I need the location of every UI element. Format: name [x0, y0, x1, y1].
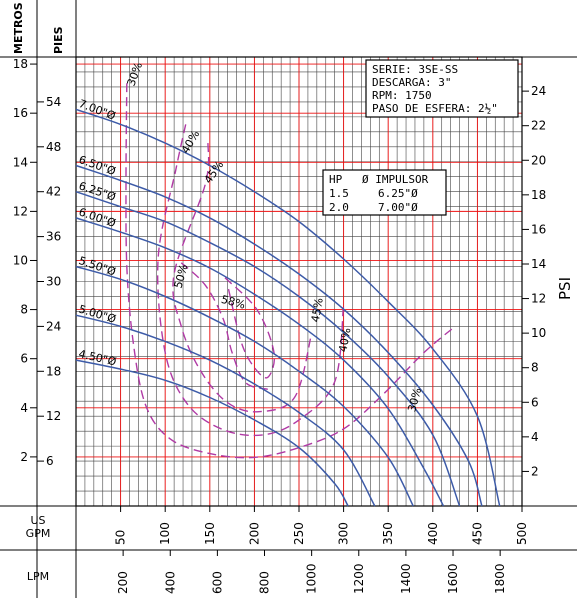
pies-tick-label: 42 [46, 185, 61, 199]
metros-tick-label: 2 [20, 450, 28, 464]
pies-tick-label: 18 [46, 364, 61, 378]
psi-tick-label: 8 [531, 361, 539, 375]
lpm-tick-label: 1400 [399, 563, 413, 594]
pies-tick-label: 48 [46, 140, 61, 154]
efficiency-curve [180, 262, 269, 390]
impeller-row-1-diameter: 6.25"Ø [378, 187, 418, 200]
psi-tick-label: 4 [531, 430, 539, 444]
impeller-header-impulsor: Ø IMPULSOR [362, 173, 429, 186]
metros-tick-label: 12 [13, 204, 28, 218]
pies-tick-label: 6 [46, 454, 54, 468]
impeller-curve [75, 164, 483, 507]
lpm-tick-label: 1800 [493, 563, 507, 594]
lpm-tick-label: 1600 [446, 563, 460, 594]
efficiency-label: 40% [336, 327, 353, 353]
info-box: SERIE: 3SE-SS DESCARGA: 3" RPM: 1750 PAS… [365, 59, 519, 118]
efficiency-label: 30% [125, 61, 146, 88]
pies-axis-title: PIES [52, 26, 65, 54]
metros-tick-label: 10 [13, 253, 28, 267]
pies-tick-label: 36 [46, 230, 61, 244]
gpm-tick-label: 400 [426, 522, 440, 545]
pies-tick-label: 54 [46, 95, 61, 109]
impeller-row-2-hp: 2.0 [329, 201, 349, 214]
lpm-tick-label: 1000 [305, 563, 319, 594]
impeller-table: HP Ø IMPULSOR 1.5 6.25"Ø 2.0 7.00"Ø [322, 169, 447, 216]
axis-ticks: 2468101214161861218243036424854246810121… [13, 57, 547, 594]
impeller-curve [75, 190, 461, 507]
lpm-tick-label: 200 [116, 571, 130, 594]
gpm-axis-title-line2: GPM [26, 527, 51, 540]
impeller-header-hp: HP [329, 173, 343, 186]
gpm-tick-label: 500 [515, 522, 529, 545]
psi-tick-label: 18 [531, 188, 546, 202]
efficiency-curve [125, 83, 456, 459]
psi-tick-label: 24 [531, 84, 546, 98]
efficiency-curve [224, 277, 276, 379]
metros-tick-label: 4 [20, 401, 28, 415]
impeller-row-1-hp: 1.5 [329, 187, 349, 200]
efficiency-label: 58% [220, 293, 247, 312]
info-serie: SERIE: 3SE-SS [372, 63, 458, 76]
impeller-curve [75, 359, 349, 507]
psi-tick-label: 12 [531, 292, 546, 306]
efficiency-curve [156, 124, 345, 437]
pies-tick-label: 12 [46, 409, 61, 423]
lpm-axis-title: LPM [27, 570, 49, 583]
psi-tick-label: 22 [531, 119, 546, 133]
gpm-tick-label: 450 [470, 522, 484, 545]
gpm-tick-label: 350 [381, 522, 395, 545]
metros-tick-label: 18 [13, 57, 28, 71]
psi-axis-title: PSI [556, 277, 574, 300]
efficiency-label: 40% [179, 128, 202, 156]
gpm-tick-label: 300 [337, 522, 351, 545]
gpm-tick-label: 150 [203, 522, 217, 545]
metros-tick-label: 16 [13, 106, 28, 120]
psi-tick-label: 14 [531, 257, 546, 271]
lpm-tick-label: 800 [258, 571, 272, 594]
metros-axis-title: METROS [12, 2, 25, 54]
efficiency-label: 50% [172, 263, 191, 290]
lpm-tick-label: 1200 [352, 563, 366, 594]
pies-tick-label: 24 [46, 319, 61, 333]
gpm-tick-label: 250 [292, 522, 306, 545]
psi-tick-label: 20 [531, 153, 546, 167]
psi-tick-label: 6 [531, 395, 539, 409]
info-descarga: DESCARGA: 3" [372, 76, 451, 89]
pies-tick-label: 30 [46, 275, 61, 289]
gpm-tick-label: 200 [247, 522, 261, 545]
metros-tick-label: 8 [20, 303, 28, 317]
gpm-axis-title-line1: US [30, 514, 45, 527]
metros-tick-label: 6 [20, 352, 28, 366]
lpm-tick-label: 600 [210, 571, 224, 594]
impeller-curve [75, 265, 414, 507]
efficiency-label: 45% [309, 297, 326, 323]
impeller-curve [75, 314, 376, 507]
impeller-row-2-diameter: 7.00"Ø [378, 201, 418, 214]
impeller-curve [75, 108, 501, 507]
gpm-tick-label: 100 [158, 522, 172, 545]
impeller-curves [75, 108, 501, 507]
impeller-curve [75, 217, 445, 507]
efficiency-label: 30% [405, 386, 424, 413]
psi-tick-label: 2 [531, 464, 539, 478]
gpm-tick-label: 50 [114, 530, 128, 545]
info-paso-esfera: PASO DE ESFERA: 2½" [372, 102, 498, 115]
lpm-tick-label: 400 [163, 571, 177, 594]
metros-tick-label: 14 [13, 155, 28, 169]
psi-tick-label: 10 [531, 326, 546, 340]
psi-tick-label: 16 [531, 222, 546, 236]
info-rpm: RPM: 1750 [372, 89, 432, 102]
